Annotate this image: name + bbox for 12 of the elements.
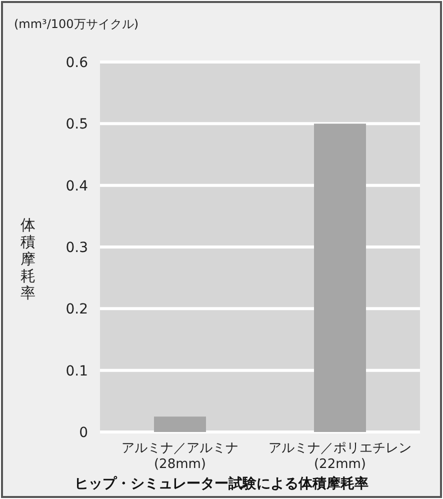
y-tick-label: 0.5 bbox=[66, 116, 88, 133]
y-tick-label: 0.2 bbox=[66, 302, 88, 318]
text: ヒップ・シミュレーター試験による体積摩耗率 bbox=[74, 475, 368, 492]
y-axis-title: 体積摩耗率 bbox=[20, 216, 36, 302]
y-tick-label: 0.3 bbox=[66, 240, 88, 256]
x-tick-label: アルミナ／ポリエチレン (22mm) bbox=[268, 441, 412, 472]
y-tick-label: 0.6 bbox=[66, 55, 88, 71]
y-tick-label: 0 bbox=[79, 425, 88, 441]
y-tick-label: 0.1 bbox=[66, 363, 88, 380]
text: (mm³/100万サイクル) bbox=[14, 17, 138, 31]
x-tick-label: アルミナ／アルミナ (28mm) bbox=[122, 441, 238, 472]
y-tick-label: 0.4 bbox=[66, 178, 88, 194]
